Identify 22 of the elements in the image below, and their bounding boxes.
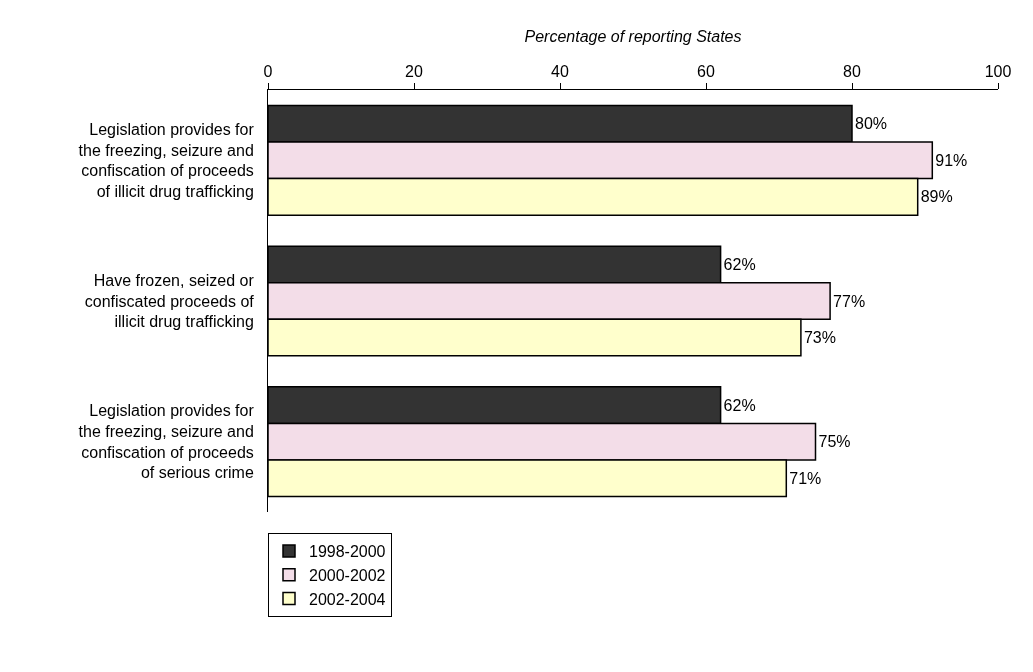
legend-label: 2000-2002 [309,567,386,585]
data-label: 91% [935,151,968,169]
data-label: 75% [818,433,851,451]
x-tick-label: 20 [405,62,423,80]
data-label: 62% [723,255,756,273]
y-tick-label: Have frozen, seized or confiscated proceeds of illicit drug trafficking [84,271,255,331]
data-label: 73% [803,329,836,347]
data-label: 71% [789,469,822,487]
x-tick-label: 80 [843,62,861,80]
x-tick-label: 0 [263,62,273,80]
data-label: 77% [833,292,866,310]
legend-label: 1998-2000 [309,543,386,561]
data-label: 89% [920,188,953,206]
x-tick-label: 40 [551,62,569,80]
data-label: 62% [723,396,756,414]
x-tick-label: 100 [984,62,1012,80]
legend-label: 2002-2004 [309,590,386,608]
y-tick-label: Legislation provides for the freezing, seizure and confiscation of proceeds of illicit drug trafficking [78,120,255,201]
x-axis-title: Percentage of reporting States [524,28,742,46]
y-tick-label: Legislation provides for the freezing, seizure and confiscation of proceeds of serious crime [78,402,255,482]
data-label: 80% [855,115,888,133]
x-tick-label: 60 [697,62,715,80]
